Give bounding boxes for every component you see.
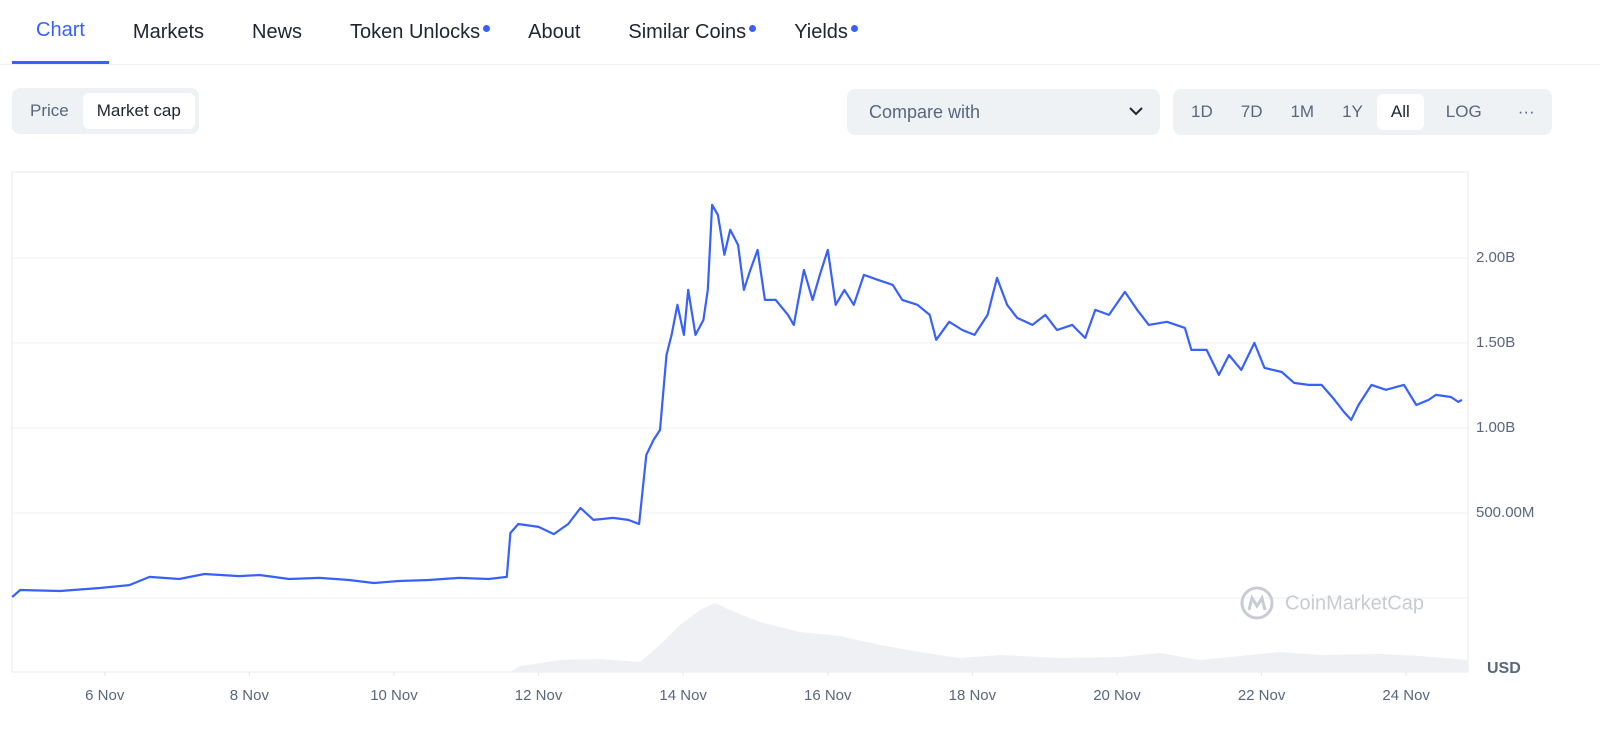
x-tick-label: 10 Nov [370, 687, 418, 704]
tab-label: News [252, 20, 303, 43]
new-indicator [850, 25, 858, 32]
tab[interactable]: Chart [12, 0, 109, 64]
x-tick-label: 8 Nov [230, 687, 270, 704]
x-tick-label: 14 Nov [659, 687, 707, 704]
range-option[interactable]: All [1376, 94, 1424, 130]
volume-area [510, 603, 1468, 672]
tab-label: About [528, 20, 581, 43]
watermark-logo [1240, 586, 1274, 620]
tab-label: Markets [132, 20, 205, 43]
range-option[interactable]: 1D [1191, 102, 1213, 121]
y-tick-label: 2.00B [1476, 249, 1515, 266]
chart-type-toggle: Price Market cap [12, 88, 199, 134]
x-tick-label: 20 Nov [1093, 687, 1141, 704]
tab[interactable]: Similar Coins [604, 0, 770, 64]
range-option[interactable]: 1Y [1342, 102, 1363, 121]
y-tick-label: 1.50B [1476, 334, 1515, 351]
tab-label: Chart [36, 19, 85, 41]
tab-bar: Chart Markets News Token Unlocks About Simila… [12, 0, 872, 64]
range-selector: 1D 7D 1M 1Y All LOG ··· [1173, 89, 1552, 135]
tab[interactable]: Yields [770, 0, 872, 64]
tab-label: Similar Coins [628, 20, 747, 43]
toggle-option[interactable]: Market cap [82, 93, 195, 129]
x-tick-label: 24 Nov [1382, 687, 1430, 704]
y-tick-label: 500.00M [1476, 504, 1534, 521]
tab-label: Yields [794, 20, 848, 43]
x-tick-label: 6 Nov [85, 687, 125, 704]
x-tick-label: 22 Nov [1238, 687, 1286, 704]
watermark: CoinMarketCap [1285, 592, 1424, 614]
chart-frame [11, 171, 1469, 673]
x-tick-label: 18 Nov [949, 687, 997, 704]
more-button[interactable]: ··· [1517, 102, 1535, 121]
tab-separator [0, 64, 1600, 65]
y-tick-label: 1.00B [1476, 419, 1515, 436]
range-option[interactable]: 1M [1290, 102, 1315, 121]
market-cap-line [11, 203, 1463, 598]
toggle-option[interactable]: Price [30, 101, 69, 120]
tab-label: Token Unlocks [350, 20, 481, 43]
log-toggle[interactable]: LOG [1445, 102, 1482, 121]
tab[interactable]: Token Unlocks [326, 0, 504, 64]
chevron [1129, 107, 1143, 116]
compare-label: Compare with [869, 101, 981, 122]
currency-label: USD [1487, 660, 1521, 677]
tab[interactable]: News [228, 0, 326, 64]
new-indicator [749, 25, 757, 32]
tab[interactable]: About [504, 0, 604, 64]
range-option[interactable]: 7D [1240, 102, 1263, 121]
compare-dropdown[interactable]: Compare with [847, 89, 1160, 135]
x-tick-label: 12 Nov [515, 687, 563, 704]
tab[interactable]: Markets [109, 0, 228, 64]
new-indicator [483, 25, 491, 32]
x-tick-label: 16 Nov [804, 687, 852, 704]
